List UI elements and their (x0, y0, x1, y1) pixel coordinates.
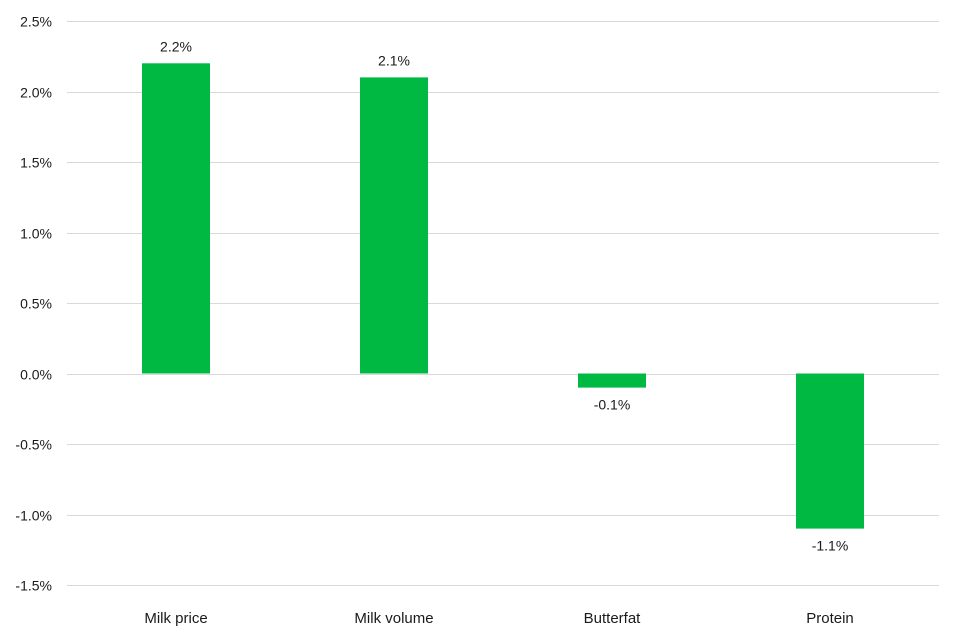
gridlines (67, 21, 939, 586)
y-tick-label: 0.0% (20, 367, 52, 383)
category-label: Milk price (144, 610, 207, 627)
category-label: Milk volume (354, 610, 433, 627)
y-tick-label: 2.0% (20, 85, 52, 101)
data-label: 2.2% (160, 38, 192, 54)
data-label: -0.1% (594, 397, 631, 413)
y-tick-label: -1.5% (15, 578, 52, 594)
y-tick-label: 0.5% (20, 296, 52, 312)
data-label: 2.1% (378, 52, 410, 68)
bar-butterfat (578, 373, 646, 388)
bars (142, 63, 864, 529)
y-tick-label: -1.0% (15, 508, 52, 524)
bar-milk-volume (360, 77, 428, 374)
y-axis-tick-labels: 2.5% 2.0% 1.5% 1.0% 0.5% 0.0% -0.5% -1.0% -1.5% (15, 14, 52, 594)
y-tick-label: 1.5% (20, 155, 52, 171)
category-label: Butterfat (584, 610, 642, 627)
bar-protein (796, 373, 864, 529)
x-axis-category-labels: Milk price Milk volume Butterfat Protein (144, 610, 853, 627)
y-tick-label: 1.0% (20, 226, 52, 242)
data-labels: 2.2% 2.1% -0.1% -1.1% (160, 38, 848, 553)
y-tick-label: 2.5% (20, 14, 52, 30)
category-label: Protein (806, 610, 854, 627)
bar-milk-price (142, 63, 210, 374)
data-label: -1.1% (812, 538, 849, 554)
y-tick-label: -0.5% (15, 437, 52, 453)
